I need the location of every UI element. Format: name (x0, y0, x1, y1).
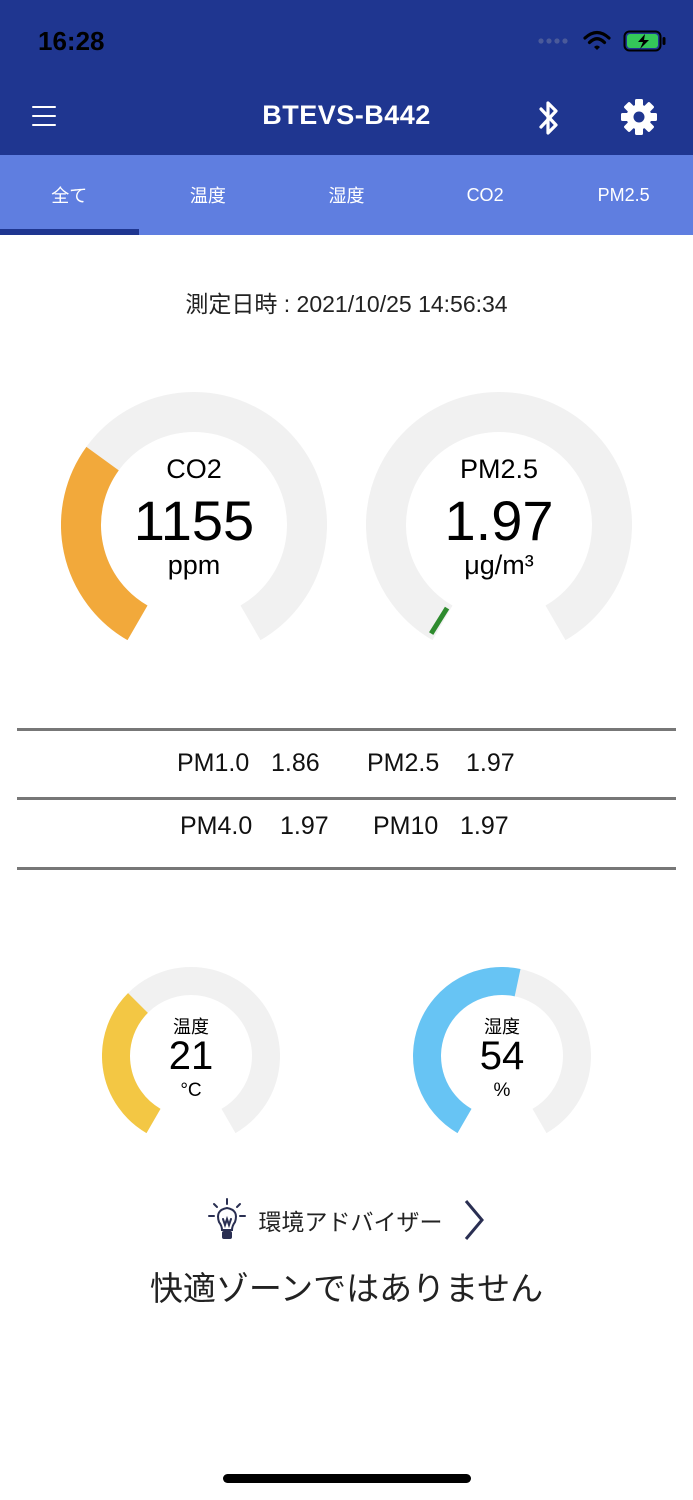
pm25-value: 1.97 (444, 489, 554, 552)
bluetooth-icon (539, 101, 558, 135)
tab-label: 温度 (189, 186, 226, 206)
app-header: 16:28 BTEVS-B442 (0, 0, 693, 155)
tab-label: PM2.5 (597, 184, 650, 205)
home-indicator[interactable] (223, 1474, 471, 1483)
humidity-gauge: 湿度 54 % (413, 967, 591, 1145)
gauge-track (366, 392, 632, 641)
pm25-label: PM2.5 (367, 749, 440, 777)
temperature-gauge-ring (102, 967, 280, 1134)
advisor-label: 環境アドバイザー (258, 1209, 443, 1235)
wifi-icon (583, 30, 611, 50)
battery-charging-icon (623, 30, 666, 52)
chevron-right-icon (464, 1200, 484, 1240)
pm40-value: 1.97 (280, 812, 329, 840)
tab-pm25[interactable]: PM2.5 (554, 155, 693, 235)
temperature-label: 温度 (173, 1017, 209, 1037)
tab-co2[interactable]: CO2 (416, 155, 555, 235)
menu-icon (32, 106, 56, 108)
co2-unit: ppm (167, 550, 221, 580)
device-title: BTEVS-B442 (262, 100, 431, 130)
divider (17, 728, 676, 731)
tab-label: CO2 (466, 184, 504, 205)
status-icons (537, 26, 667, 56)
measurement-timestamp: 測定日時 : 2021/10/25 14:56:34 (185, 291, 508, 317)
temperature-value: 21 (168, 1034, 214, 1078)
divider (17, 797, 676, 800)
co2-gauge: CO2 1155 ppm (61, 392, 327, 658)
gauge-fill (102, 993, 161, 1134)
gauge-fill (413, 967, 521, 1134)
pm40-label: PM4.0 (180, 812, 253, 840)
tab-temperature[interactable]: 温度 (139, 155, 278, 235)
gear-icon (621, 99, 657, 135)
pm100-value: 1.97 (460, 812, 509, 840)
humidity-gauge-ring (413, 967, 591, 1134)
menu-button[interactable] (30, 104, 60, 130)
gauge-fill (429, 606, 450, 635)
humidity-label: 湿度 (484, 1017, 520, 1037)
tab-label: 全て (51, 186, 88, 206)
pm10-label: PM1.0 (177, 749, 250, 777)
cellular-signal-icon (538, 38, 568, 44)
status-time: 16:28 (38, 26, 105, 56)
co2-label: CO2 (166, 454, 222, 484)
humidity-unit: % (493, 1080, 511, 1101)
lightbulb-icon (207, 1198, 246, 1239)
pm10-value: 1.86 (271, 749, 320, 777)
pm25-gauge: PM2.5 1.97 μg/m³ (366, 392, 632, 658)
gauge-fill (61, 446, 149, 641)
environment-advisor-link[interactable]: 環境アドバイザー (0, 1195, 693, 1245)
settings-button[interactable] (618, 96, 660, 138)
divider (17, 867, 676, 870)
temperature-unit: °C (180, 1080, 202, 1101)
pm25-value: 1.97 (466, 749, 515, 777)
pm100-label: PM10 (373, 812, 439, 840)
tab-all[interactable]: 全て (0, 155, 139, 235)
tab-label: 湿度 (328, 186, 365, 206)
bluetooth-button[interactable] (533, 98, 565, 138)
pm25-label: PM2.5 (459, 454, 539, 484)
tab-humidity[interactable]: 湿度 (277, 155, 416, 235)
co2-value: 1155 (133, 489, 255, 552)
pm25-unit: μg/m³ (464, 550, 534, 580)
temperature-gauge: 温度 21 °C (102, 967, 280, 1145)
tab-bar: 全て 温度 湿度 CO2 PM2.5 (0, 155, 693, 235)
pm25-gauge-ring (366, 392, 632, 641)
humidity-value: 54 (479, 1034, 525, 1078)
co2-gauge-ring (61, 392, 327, 641)
advisor-message: 快適ゾーンではありません (149, 1270, 544, 1307)
